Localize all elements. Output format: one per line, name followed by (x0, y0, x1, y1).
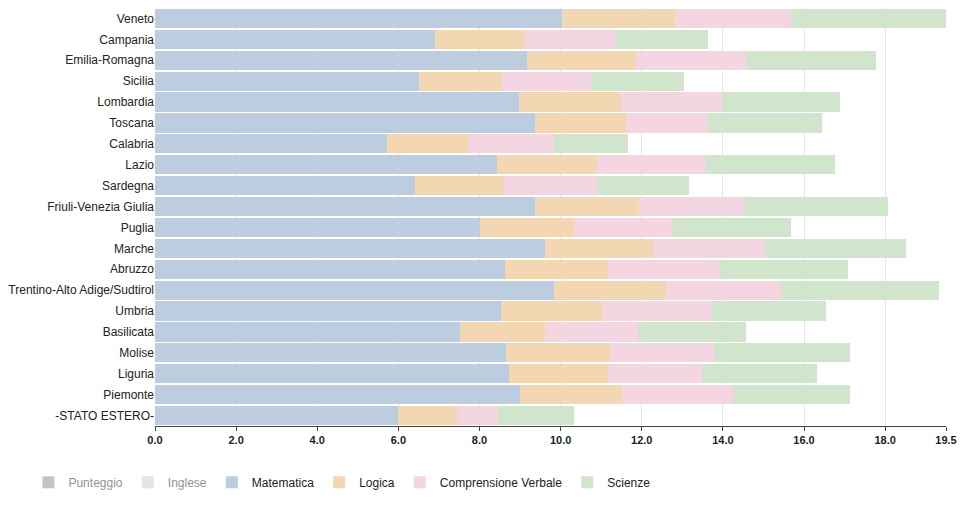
svg-text:8.0: 8.0 (472, 434, 487, 446)
svg-text:18.0: 18.0 (874, 434, 895, 446)
svg-text:Comprensione Verbale: Comprensione Verbale (440, 476, 562, 490)
svg-text:Sardegna: Sardegna (102, 179, 154, 193)
svg-text:Veneto: Veneto (117, 12, 155, 26)
svg-text:Molise: Molise (119, 346, 154, 360)
svg-text:Piemonte: Piemonte (103, 388, 154, 402)
svg-text:4.0: 4.0 (310, 434, 325, 446)
svg-text:Basilicata: Basilicata (103, 325, 155, 339)
svg-text:Abruzzo: Abruzzo (110, 262, 154, 276)
svg-text:Friuli-Venezia Giulia: Friuli-Venezia Giulia (47, 200, 154, 214)
svg-text:Campania: Campania (99, 33, 154, 47)
svg-text:Lazio: Lazio (125, 158, 154, 172)
svg-text:Lombardia: Lombardia (97, 95, 154, 109)
svg-text:14.0: 14.0 (712, 434, 733, 446)
svg-text:Trentino-Alto Adige/Sudtirol: Trentino-Alto Adige/Sudtirol (8, 283, 154, 297)
svg-text:-STATO ESTERO-: -STATO ESTERO- (55, 409, 154, 423)
svg-text:10.0: 10.0 (550, 434, 571, 446)
svg-text:Liguria: Liguria (118, 367, 154, 381)
svg-text:Logica: Logica (359, 476, 395, 490)
svg-text:Marche: Marche (114, 242, 154, 256)
svg-text:6.0: 6.0 (391, 434, 406, 446)
svg-text:Punteggio: Punteggio (68, 476, 122, 490)
svg-text:19.5: 19.5 (935, 434, 956, 446)
svg-text:Toscana: Toscana (109, 116, 154, 130)
svg-text:Inglese: Inglese (168, 476, 207, 490)
svg-text:Umbria: Umbria (115, 304, 154, 318)
svg-text:12.0: 12.0 (631, 434, 652, 446)
svg-text:Emilia-Romagna: Emilia-Romagna (65, 53, 154, 67)
svg-text:Matematica: Matematica (252, 476, 314, 490)
svg-text:Puglia: Puglia (121, 221, 155, 235)
svg-text:Sicilia: Sicilia (123, 74, 155, 88)
svg-text:Scienze: Scienze (607, 476, 650, 490)
svg-text:Calabria: Calabria (109, 137, 154, 151)
svg-text:16.0: 16.0 (793, 434, 814, 446)
svg-text:2.0: 2.0 (228, 434, 243, 446)
svg-text:0.0: 0.0 (147, 434, 162, 446)
